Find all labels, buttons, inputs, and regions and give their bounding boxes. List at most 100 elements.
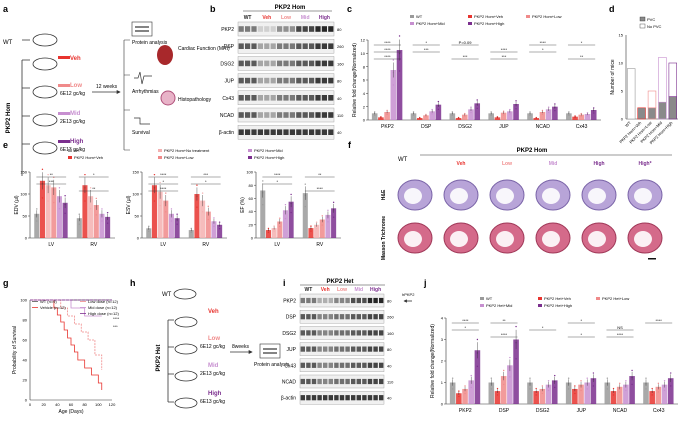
legend-label: PKP2 Hom+High <box>474 21 504 26</box>
blot-row-label: Cx43 <box>222 96 234 102</box>
bar-pkp2-het-veh <box>456 393 462 404</box>
data-point <box>509 113 511 115</box>
blot-band <box>277 26 283 32</box>
a-dose-mid: 2E13 gc/kg <box>60 119 85 125</box>
data-point <box>451 111 454 113</box>
panel-h-label: h <box>130 278 136 288</box>
bar-pkp2-hom-high <box>552 106 558 120</box>
data-point <box>196 206 198 208</box>
blot-band <box>309 129 315 135</box>
protein-blot-icon <box>259 343 281 359</box>
sig-mark: *** <box>203 172 208 177</box>
data-point <box>586 115 589 117</box>
blot-band <box>317 378 322 385</box>
sig-mark: **** <box>384 54 391 59</box>
data-point <box>645 388 647 390</box>
blot-band <box>328 129 334 135</box>
sig-mark: * <box>205 179 207 184</box>
data-point <box>398 35 401 37</box>
bar-wt <box>34 213 40 238</box>
data-point <box>101 208 103 210</box>
blot-kda: 260 <box>337 44 344 49</box>
panel-a-label: a <box>3 4 9 14</box>
a-outcome-cardiac: Cardiac Function (MRI) <box>178 46 230 52</box>
blot-band <box>323 346 328 352</box>
bar-pkp2-hom-mid <box>390 70 397 120</box>
sig-mark: * <box>162 179 164 184</box>
data-point <box>529 388 531 390</box>
a-time: 12 weeks <box>96 84 118 90</box>
sig-mark: NS <box>617 325 623 330</box>
blot-band <box>328 378 333 385</box>
blot-band <box>306 314 311 320</box>
a-group-veh: Veh <box>70 56 81 62</box>
data-point <box>490 377 493 379</box>
data-point <box>106 222 109 224</box>
bar-pkp2-het-veh <box>649 391 655 404</box>
a-dose-high: 6E13 gc/kg <box>60 147 85 153</box>
bar-pkp2-hom-mid <box>282 210 288 238</box>
data-point <box>586 377 588 379</box>
blot-band <box>334 330 339 336</box>
blot-band <box>367 314 373 320</box>
bar-pkp2-hom-high <box>435 104 442 120</box>
x-category-label: WT <box>624 120 632 128</box>
legend-swatch <box>410 15 414 18</box>
data-point <box>213 225 215 227</box>
x-category-label: JUP <box>499 124 509 130</box>
blot-row-label: DSG2 <box>220 61 234 67</box>
data-point <box>580 112 582 115</box>
bar-pkp2-hom-high <box>513 104 519 120</box>
blot-band <box>362 378 367 385</box>
a-outcome-histo: Histopathology <box>178 97 212 103</box>
histology-icon <box>160 90 176 106</box>
bar-pkp2-het-high <box>590 378 597 404</box>
data-point <box>592 372 595 374</box>
a-outcomes: Protein analysis Arrhythmias Survival Ca… <box>123 21 230 151</box>
data-point <box>464 115 466 117</box>
y-tick-label: 0 <box>137 236 140 241</box>
blot-band <box>245 60 251 67</box>
data-point <box>327 221 329 223</box>
blot-band <box>334 346 339 352</box>
blot-band <box>334 314 339 320</box>
y-tick-label: 0 <box>621 117 624 122</box>
data-point <box>535 394 537 396</box>
blot-band <box>362 346 367 352</box>
data-point <box>380 116 382 118</box>
legend-label: PKP2 Hom+Low <box>164 155 194 160</box>
bar-pkp2-hom-low <box>384 112 390 120</box>
bar-pkp2-hom-low <box>277 221 283 238</box>
y-tick-label: 2 <box>363 104 366 109</box>
mouse-icon <box>173 288 197 300</box>
blot-band <box>356 346 361 352</box>
blot-band <box>317 395 322 401</box>
a-dose-low: 6E12 gc/kg <box>60 91 85 97</box>
data-point <box>84 173 86 176</box>
blot-band <box>251 43 257 49</box>
bar-no-pvc <box>658 57 667 103</box>
bar-wt <box>188 230 194 238</box>
x-tick-label: 40 <box>55 402 60 407</box>
blot-band <box>245 95 251 101</box>
blot-band <box>367 378 373 385</box>
blot-band <box>300 346 305 352</box>
data-point <box>606 388 609 390</box>
blot-band <box>328 330 333 336</box>
survival-curve-icon <box>134 117 150 125</box>
h-bracket <box>167 319 174 403</box>
blot-band <box>296 77 302 84</box>
data-point <box>373 111 376 113</box>
sig-mark: * <box>542 325 544 330</box>
data-point <box>496 116 499 118</box>
data-point <box>451 377 454 379</box>
blot-kda: 80 <box>387 347 392 352</box>
blot-band <box>245 77 251 84</box>
x-category-label: RV <box>316 242 324 248</box>
data-point <box>574 392 576 395</box>
data-point <box>304 183 306 185</box>
panel-e: e WT PKP2 Hom+Veh PKP2 Hom+No treatment PKP… <box>3 140 341 248</box>
h-mice <box>174 316 198 409</box>
blot-band <box>328 395 333 401</box>
